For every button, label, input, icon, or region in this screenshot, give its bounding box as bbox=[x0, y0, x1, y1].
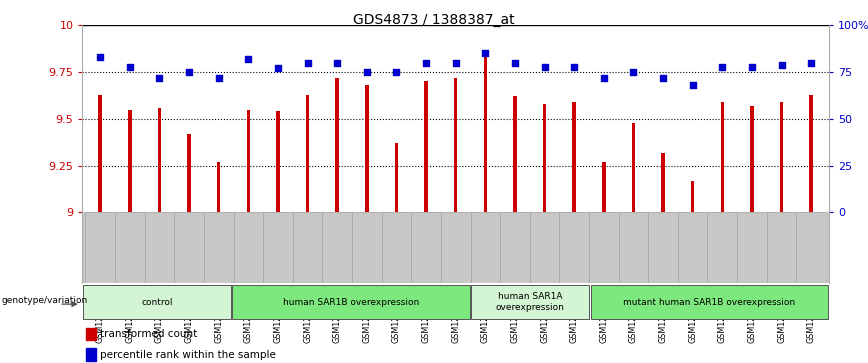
Point bbox=[597, 75, 611, 81]
Text: human SAR1B overexpression: human SAR1B overexpression bbox=[283, 298, 419, 307]
Point bbox=[330, 60, 344, 66]
Point bbox=[805, 60, 819, 66]
Bar bbox=[85, 212, 115, 283]
Bar bbox=[750, 106, 753, 212]
Point bbox=[360, 69, 374, 75]
Bar bbox=[809, 95, 813, 212]
Bar bbox=[335, 78, 339, 212]
Bar bbox=[145, 212, 174, 283]
Point bbox=[212, 75, 226, 81]
Bar bbox=[204, 212, 233, 283]
Bar bbox=[86, 348, 95, 361]
Bar bbox=[365, 85, 369, 212]
Bar bbox=[470, 212, 500, 283]
Bar bbox=[395, 143, 398, 212]
Point bbox=[241, 56, 255, 62]
Bar bbox=[678, 212, 707, 283]
Point bbox=[419, 60, 433, 66]
Point bbox=[300, 60, 314, 66]
Point bbox=[715, 64, 729, 69]
FancyBboxPatch shape bbox=[233, 285, 470, 319]
Bar bbox=[276, 111, 279, 212]
Text: mutant human SAR1B overexpression: mutant human SAR1B overexpression bbox=[623, 298, 796, 307]
Bar bbox=[306, 95, 309, 212]
FancyBboxPatch shape bbox=[471, 285, 589, 319]
Point bbox=[449, 60, 463, 66]
Bar bbox=[661, 152, 665, 212]
Bar bbox=[572, 102, 576, 212]
Bar bbox=[513, 97, 516, 212]
Bar bbox=[98, 95, 102, 212]
Bar bbox=[411, 212, 441, 283]
Bar bbox=[454, 78, 457, 212]
Point bbox=[774, 62, 788, 68]
Bar bbox=[233, 212, 263, 283]
Bar bbox=[217, 162, 220, 212]
Bar bbox=[500, 212, 529, 283]
Bar bbox=[766, 212, 796, 283]
Bar bbox=[542, 104, 546, 212]
Bar bbox=[86, 327, 95, 340]
Bar bbox=[352, 212, 382, 283]
Bar bbox=[247, 110, 250, 212]
Bar bbox=[559, 212, 589, 283]
Point bbox=[508, 60, 522, 66]
Bar bbox=[737, 212, 766, 283]
Bar bbox=[796, 212, 826, 283]
Bar bbox=[187, 134, 191, 212]
Bar bbox=[115, 212, 145, 283]
Bar bbox=[720, 102, 724, 212]
Bar bbox=[263, 212, 293, 283]
Point bbox=[390, 69, 404, 75]
Point bbox=[568, 64, 582, 69]
Point bbox=[656, 75, 670, 81]
Point bbox=[537, 64, 551, 69]
Point bbox=[271, 65, 285, 71]
Bar bbox=[632, 123, 635, 212]
Bar bbox=[424, 82, 428, 212]
Point bbox=[686, 82, 700, 88]
Bar bbox=[382, 212, 411, 283]
Bar bbox=[589, 212, 619, 283]
Bar bbox=[619, 212, 648, 283]
Point bbox=[153, 75, 167, 81]
Bar bbox=[707, 212, 737, 283]
Point bbox=[745, 64, 759, 69]
Text: transformed count: transformed count bbox=[101, 329, 198, 339]
Bar bbox=[128, 110, 132, 212]
Text: percentile rank within the sample: percentile rank within the sample bbox=[101, 350, 276, 360]
Point bbox=[478, 50, 492, 56]
Bar bbox=[158, 108, 161, 212]
Bar bbox=[779, 102, 783, 212]
Text: human SAR1A
overexpression: human SAR1A overexpression bbox=[496, 293, 565, 312]
Bar bbox=[691, 180, 694, 212]
Bar bbox=[648, 212, 678, 283]
Bar bbox=[529, 212, 559, 283]
Bar bbox=[322, 212, 352, 283]
Text: control: control bbox=[141, 298, 173, 307]
Text: genotype/variation: genotype/variation bbox=[2, 296, 88, 305]
Point bbox=[627, 69, 641, 75]
Bar bbox=[483, 57, 487, 212]
FancyBboxPatch shape bbox=[83, 285, 231, 319]
Point bbox=[123, 64, 137, 69]
Point bbox=[182, 69, 196, 75]
Point bbox=[93, 54, 107, 60]
FancyBboxPatch shape bbox=[590, 285, 828, 319]
Bar bbox=[602, 162, 606, 212]
Bar bbox=[441, 212, 470, 283]
Bar bbox=[293, 212, 322, 283]
Text: GDS4873 / 1388387_at: GDS4873 / 1388387_at bbox=[353, 13, 515, 27]
Bar bbox=[174, 212, 204, 283]
